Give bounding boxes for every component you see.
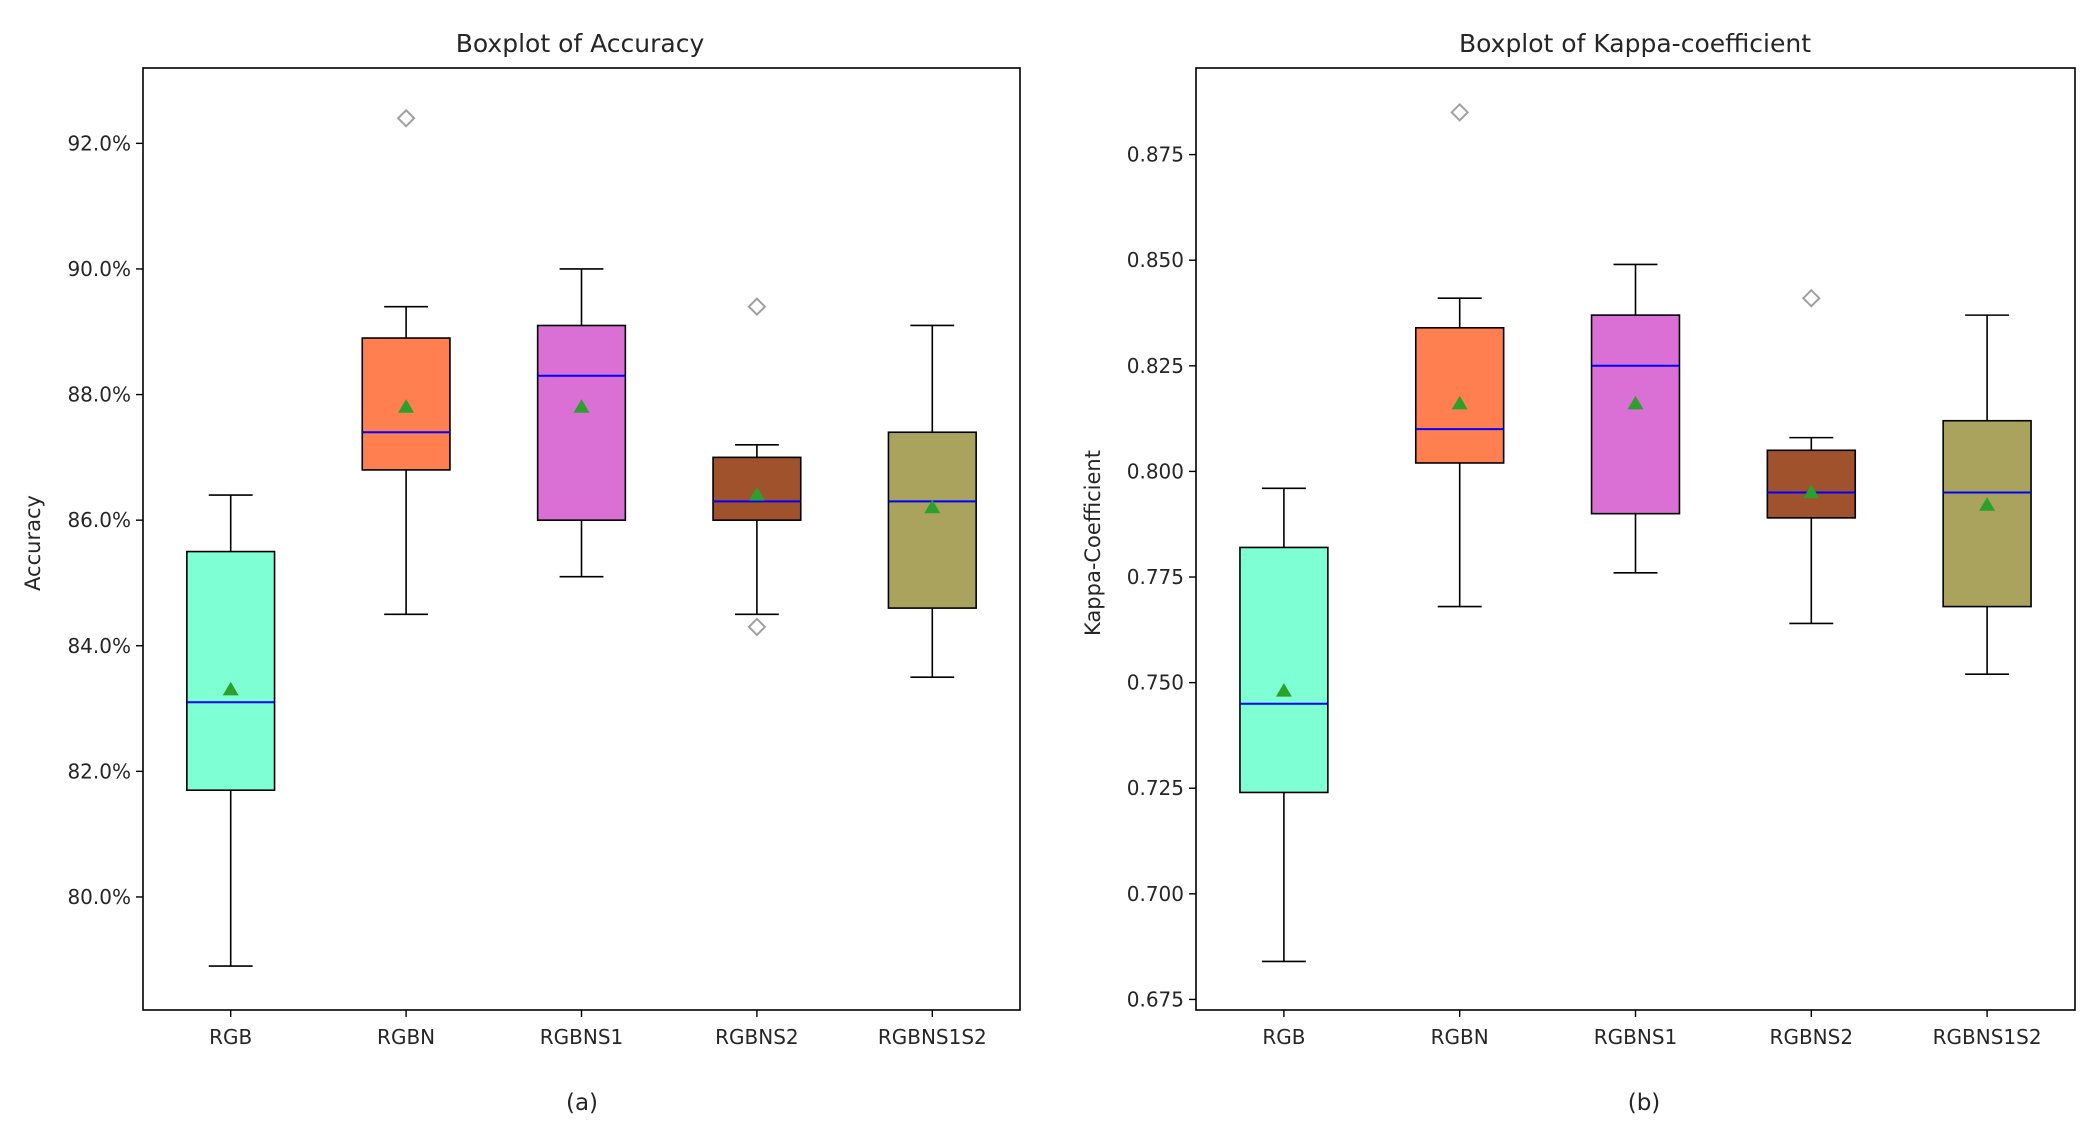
kappa-y-tick-label: 0.675 bbox=[1127, 987, 1184, 1011]
kappa-chart-title: Boxplot of Kappa-coefficient bbox=[1459, 29, 1811, 58]
kappa-mean-marker bbox=[1275, 683, 1292, 697]
kappa-plot-area: 0.675 0.700 0.725 0.750 0.775 0.800 0.825 0.850… bbox=[1127, 67, 2076, 1049]
accuracy-y-tick-label: 80.0% bbox=[67, 885, 131, 909]
kappa-box-rgbns1s2 bbox=[1942, 419, 2032, 608]
kappa-y-tick-label: 0.750 bbox=[1127, 671, 1184, 695]
kappa-y-tick-label: 0.775 bbox=[1127, 565, 1184, 589]
kappa-y-tick-label: 0.725 bbox=[1127, 776, 1184, 800]
accuracy-mean-marker bbox=[222, 681, 239, 696]
kappa-outlier-marker bbox=[1801, 288, 1821, 308]
accuracy-y-tick-label: 82.0% bbox=[67, 759, 131, 783]
kappa-box-rgbn bbox=[1414, 326, 1505, 464]
accuracy-y-tick-label: 88.0% bbox=[67, 383, 131, 407]
kappa-y-tick-label: 0.850 bbox=[1127, 248, 1184, 272]
kappa-x-tick-label: RGBNS1S2 bbox=[1933, 1025, 2042, 1049]
kappa-caption: (b) bbox=[1628, 1090, 1661, 1116]
accuracy-boxplot-panel: Boxplot of Accuracy Accuracy (a) 80.0% 82… bbox=[21, 29, 1021, 1116]
kappa-x-tick-label: RGBN bbox=[1431, 1025, 1489, 1049]
kappa-y-tick-label: 0.700 bbox=[1127, 882, 1184, 906]
accuracy-y-tick-label: 86.0% bbox=[67, 508, 131, 532]
accuracy-chart-title: Boxplot of Accuracy bbox=[456, 29, 705, 58]
accuracy-outlier-marker bbox=[396, 108, 416, 128]
accuracy-mean-marker bbox=[924, 499, 941, 514]
accuracy-mean-marker bbox=[398, 399, 415, 413]
kappa-x-tick-label: RGB bbox=[1262, 1025, 1305, 1049]
accuracy-caption: (a) bbox=[566, 1090, 598, 1116]
accuracy-mean-marker bbox=[573, 399, 590, 413]
kappa-outlier-marker bbox=[1450, 102, 1470, 122]
accuracy-x-tick-label: RGBNS2 bbox=[715, 1025, 799, 1049]
accuracy-box-rgbns1 bbox=[536, 324, 627, 521]
accuracy-plot-area: 80.0% 82.0% 84.0% 86.0% 88.0% 90.0% 92.0% RGB RG… bbox=[67, 67, 1021, 1049]
kappa-y-tick-label: 0.825 bbox=[1127, 354, 1184, 378]
kappa-x-tick-label: RGBNS1 bbox=[1594, 1025, 1678, 1049]
kappa-box-rgb bbox=[1239, 546, 1329, 794]
accuracy-box-rgbns1s2 bbox=[887, 431, 977, 609]
kappa-y-tick-label: 0.800 bbox=[1127, 459, 1184, 483]
accuracy-mean-marker bbox=[748, 487, 765, 501]
accuracy-y-tick-label: 90.0% bbox=[67, 257, 131, 281]
accuracy-x-tick-label: RGBNS1S2 bbox=[878, 1025, 987, 1049]
accuracy-box-rgb bbox=[186, 550, 276, 791]
kappa-y-tick-label: 0.875 bbox=[1127, 143, 1184, 167]
accuracy-y-tick-label: 84.0% bbox=[67, 634, 131, 658]
accuracy-y-tick-label: 92.0% bbox=[67, 131, 131, 155]
kappa-mean-marker bbox=[1451, 395, 1468, 410]
accuracy-y-axis-label: Accuracy bbox=[21, 495, 45, 591]
kappa-box-rgbns2 bbox=[1766, 449, 1857, 519]
kappa-box-rgbns1 bbox=[1590, 314, 1681, 515]
kappa-mean-marker bbox=[1803, 484, 1820, 499]
kappa-mean-marker bbox=[1979, 497, 1996, 511]
accuracy-outlier-marker bbox=[747, 297, 767, 317]
accuracy-outlier-marker bbox=[747, 617, 767, 637]
accuracy-x-tick-label: RGB bbox=[209, 1025, 252, 1049]
kappa-mean-marker bbox=[1627, 395, 1644, 410]
kappa-boxplot-panel: Boxplot of Kappa-coefficient Kappa-Coeff… bbox=[1081, 29, 2076, 1116]
accuracy-x-tick-label: RGBN bbox=[377, 1025, 435, 1049]
kappa-y-axis-label: Kappa-Coefficient bbox=[1081, 450, 1105, 636]
accuracy-x-tick-label: RGBNS1 bbox=[540, 1025, 624, 1049]
kappa-x-tick-label: RGBNS2 bbox=[1770, 1025, 1854, 1049]
